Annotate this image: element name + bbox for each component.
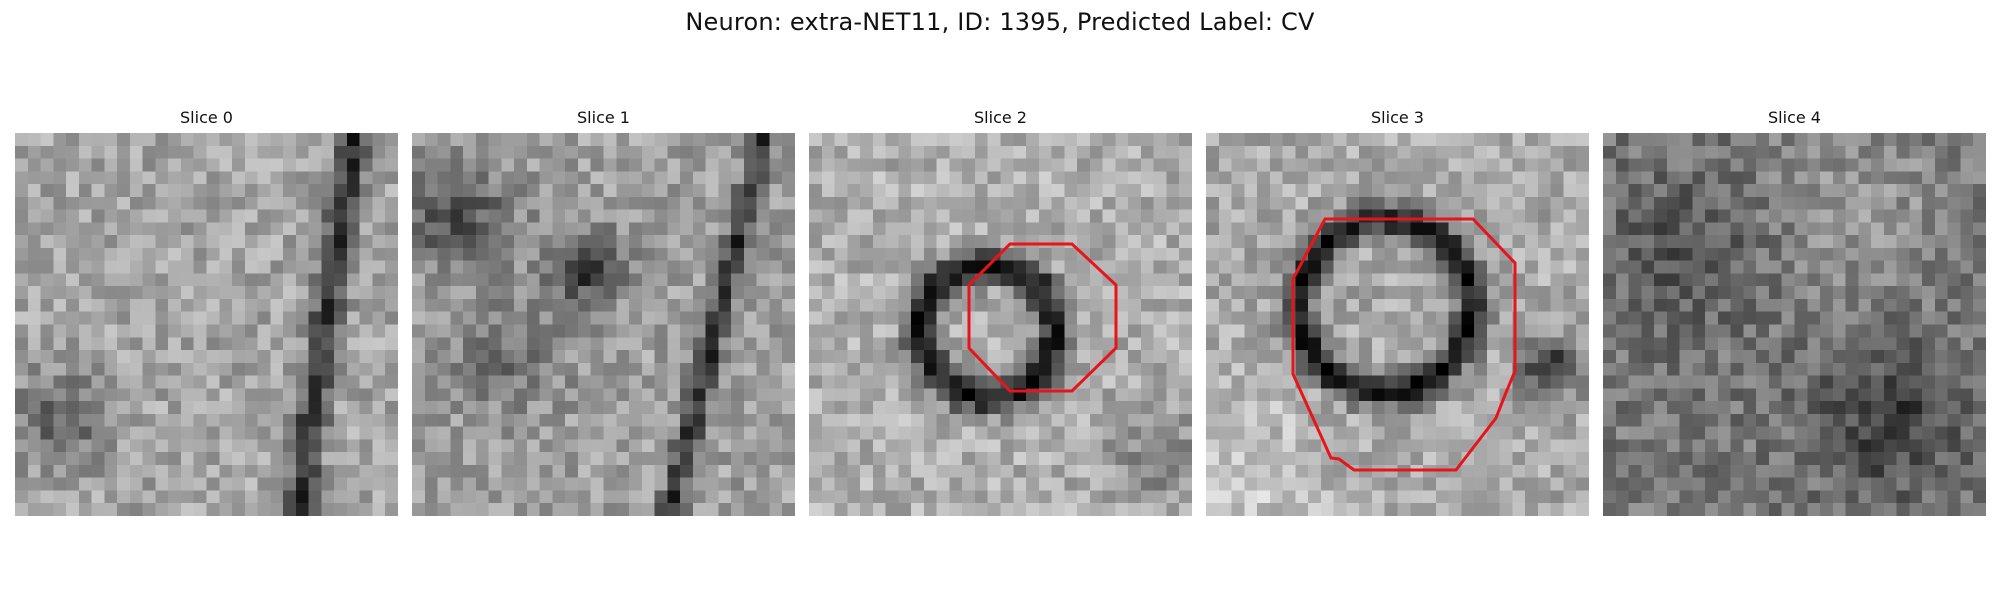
figure-title: Neuron: extra-NET11, ID: 1395, Predicted… bbox=[685, 8, 1315, 36]
slice-title: Slice 3 bbox=[1371, 108, 1424, 127]
slice-title: Slice 0 bbox=[180, 108, 233, 127]
segmentation-contour bbox=[1291, 217, 1517, 472]
slice-panel-2: Slice 2 bbox=[809, 107, 1192, 516]
em-slice-image bbox=[809, 133, 1192, 516]
segmentation-contour bbox=[967, 242, 1118, 393]
slice-panel-0: Slice 0 bbox=[15, 107, 398, 516]
slice-title: Slice 2 bbox=[974, 108, 1027, 127]
slice-title: Slice 1 bbox=[577, 108, 630, 127]
slice-title: Slice 4 bbox=[1768, 108, 1821, 127]
em-slice-image bbox=[412, 133, 795, 516]
slice-panel-3: Slice 3 bbox=[1206, 107, 1589, 516]
slice-panel-4: Slice 4 bbox=[1603, 107, 1986, 516]
slice-panel-1: Slice 1 bbox=[412, 107, 795, 516]
em-slice-image bbox=[1206, 133, 1589, 516]
em-slice-image bbox=[1603, 133, 1986, 516]
em-slice-image bbox=[15, 133, 398, 516]
